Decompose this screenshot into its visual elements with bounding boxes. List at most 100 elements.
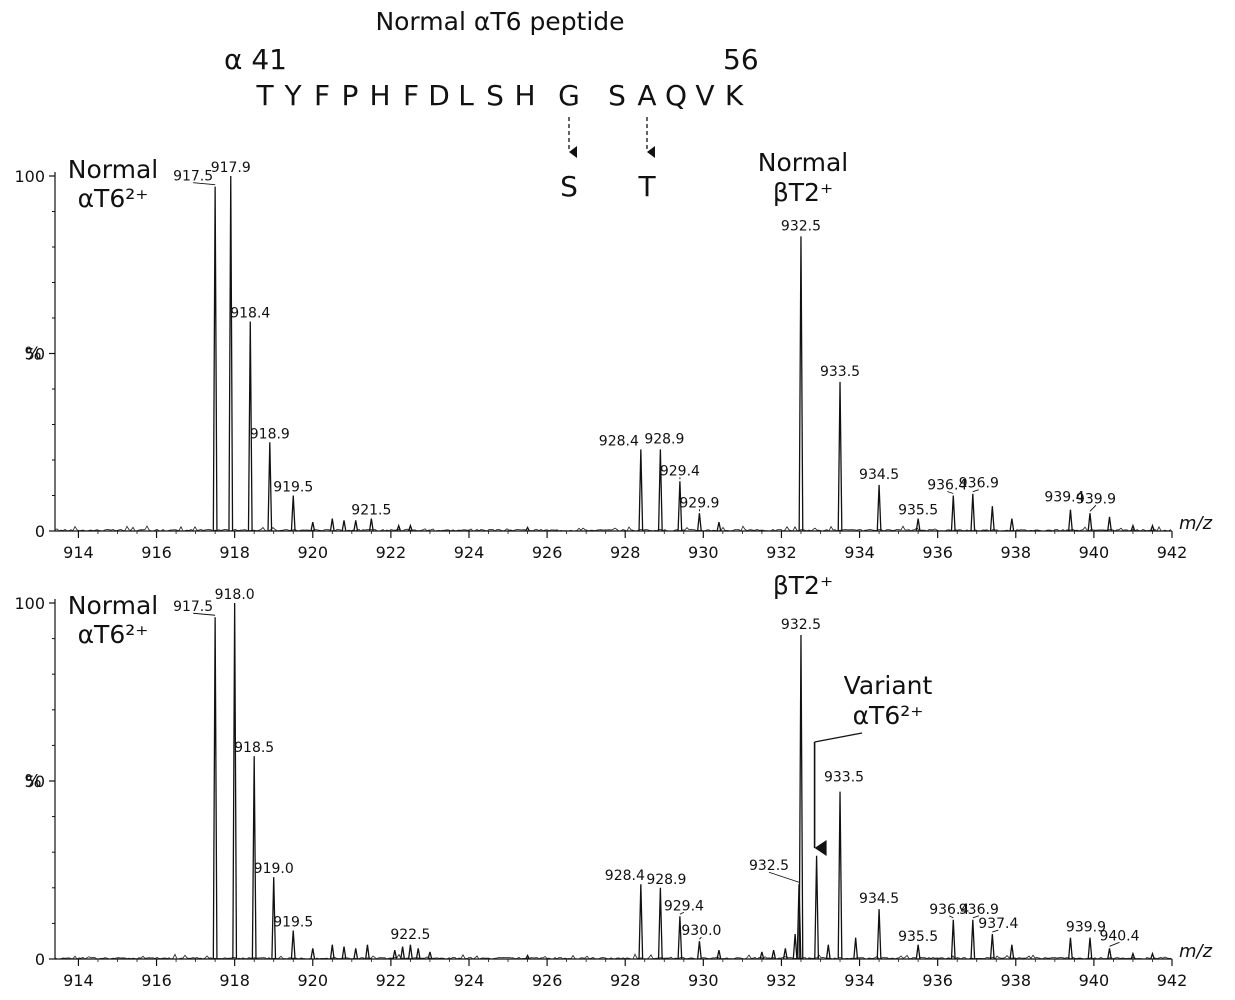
x-tick-label: 918 bbox=[219, 971, 250, 990]
spectrum-peak bbox=[677, 916, 683, 960]
peak-label: 928.9 bbox=[644, 431, 684, 447]
spectrum-peak bbox=[232, 602, 238, 960]
x-tick-label: 936 bbox=[922, 971, 953, 990]
spectrum-peak bbox=[1087, 937, 1093, 960]
x-tick-label: 932 bbox=[766, 971, 797, 990]
peak-label: 940.4 bbox=[1099, 928, 1139, 944]
spectrum-peak bbox=[353, 948, 359, 960]
peak-label: 939.9 bbox=[1066, 920, 1106, 936]
annotation-label: Normal bbox=[68, 155, 158, 184]
x-tick-label: 920 bbox=[297, 971, 328, 990]
sequence-residue: G bbox=[558, 79, 580, 112]
spectrum-peak bbox=[1009, 518, 1015, 532]
peak-label: 929.4 bbox=[660, 463, 700, 479]
sequence-residue: D bbox=[428, 79, 450, 112]
x-tick-label: 930 bbox=[688, 543, 719, 562]
spectrum-peak bbox=[365, 944, 370, 960]
y-tick-label: 100 bbox=[14, 594, 45, 613]
variant-arrow-leader bbox=[814, 732, 863, 743]
peak-label: 933.5 bbox=[820, 364, 860, 380]
annotation-label: βT2⁺ bbox=[773, 178, 833, 207]
spectrum-peak bbox=[876, 484, 882, 532]
spectrum-peak bbox=[251, 756, 257, 960]
peak-label: 929.9 bbox=[679, 495, 719, 511]
spectrum-peak bbox=[989, 506, 995, 532]
spectrum-peak bbox=[1130, 523, 1136, 532]
spectrum-peak bbox=[407, 523, 413, 532]
spectrum-peak bbox=[267, 442, 273, 532]
x-tick-label: 928 bbox=[610, 971, 641, 990]
sequence-residue: K bbox=[725, 79, 744, 112]
peak-label: 922.5 bbox=[390, 927, 430, 943]
peak-label: 918.9 bbox=[250, 426, 290, 442]
spectrum-peak bbox=[353, 520, 359, 532]
y-tick-label: 0 bbox=[35, 522, 45, 541]
x-axis-label: m/z bbox=[1179, 513, 1213, 534]
baseline-noise bbox=[54, 525, 1172, 532]
spectrum-peak bbox=[782, 948, 788, 960]
x-tick-label: 934 bbox=[844, 971, 875, 990]
x-tick-label: 940 bbox=[1079, 971, 1110, 990]
sequence-residue: P bbox=[342, 79, 359, 112]
spectrum-peak bbox=[771, 949, 777, 960]
spectrum-peak bbox=[247, 321, 253, 532]
x-tick-label: 932 bbox=[766, 543, 797, 562]
sequence-residue: V bbox=[695, 79, 714, 112]
spectrum-peak bbox=[212, 617, 218, 960]
spectrum-peak bbox=[525, 953, 530, 960]
peak-label: 937.4 bbox=[978, 916, 1018, 932]
peak-label-leader bbox=[768, 871, 800, 883]
peak-label: 934.5 bbox=[859, 467, 899, 483]
x-tick-label: 920 bbox=[297, 543, 328, 562]
spectrum-peak bbox=[970, 493, 976, 532]
peak-label: 917.5 bbox=[173, 169, 213, 185]
spectrum-peak bbox=[696, 941, 702, 960]
annotation-label: αT6²⁺ bbox=[78, 184, 149, 213]
x-tick-label: 928 bbox=[610, 543, 641, 562]
spectrum-peak bbox=[407, 944, 413, 960]
peak-label: 919.5 bbox=[273, 915, 313, 931]
peak-label: 934.5 bbox=[859, 891, 899, 907]
spectrum-peak bbox=[1087, 513, 1093, 532]
y-axis-label: % bbox=[24, 771, 41, 792]
range-end-label: 56 bbox=[723, 43, 759, 76]
sequence-residue: S bbox=[486, 79, 504, 112]
x-tick-label: 916 bbox=[141, 971, 172, 990]
spectrum-peak bbox=[290, 495, 296, 532]
peak-label: 918.5 bbox=[234, 740, 274, 756]
peak-label: 936.4 bbox=[929, 902, 969, 918]
spectrum-peak bbox=[1107, 516, 1112, 532]
x-tick-label: 938 bbox=[1001, 543, 1032, 562]
spectrum-peak bbox=[415, 948, 421, 960]
annotation-label: Variant bbox=[844, 671, 933, 700]
spectrum-peak bbox=[368, 518, 374, 532]
x-tick-label: 938 bbox=[1001, 971, 1032, 990]
spectrum-peak bbox=[814, 855, 820, 960]
sequence-residue: Y bbox=[283, 79, 302, 112]
annotation-label: Normal bbox=[758, 148, 848, 177]
annotation-label: Normal bbox=[68, 591, 158, 620]
spectrum-peak bbox=[759, 951, 765, 960]
spectrum-peak bbox=[716, 949, 722, 960]
peak-label: 928.4 bbox=[605, 868, 645, 884]
x-tick-label: 940 bbox=[1079, 543, 1110, 562]
substituted-residue: S bbox=[560, 170, 578, 203]
peak-label: 918.0 bbox=[215, 587, 255, 603]
spectrum-peak bbox=[329, 518, 335, 532]
peak-label: 930.0 bbox=[681, 923, 721, 939]
range-start-label: α 41 bbox=[224, 43, 287, 76]
baseline-noise bbox=[54, 953, 1172, 960]
peak-label-leader bbox=[699, 936, 702, 940]
peak-label: 932.5 bbox=[781, 218, 821, 234]
sequence-residue: A bbox=[637, 79, 656, 112]
x-tick-label: 934 bbox=[844, 543, 875, 562]
x-tick-label: 914 bbox=[63, 543, 94, 562]
sequence-residue: Q bbox=[665, 79, 687, 112]
peak-label-leader bbox=[1089, 504, 1097, 512]
peak-label-leader bbox=[947, 491, 954, 494]
spectrum-peak bbox=[792, 934, 798, 960]
x-tick-label: 922 bbox=[376, 971, 407, 990]
spectrum-peak bbox=[915, 944, 921, 960]
